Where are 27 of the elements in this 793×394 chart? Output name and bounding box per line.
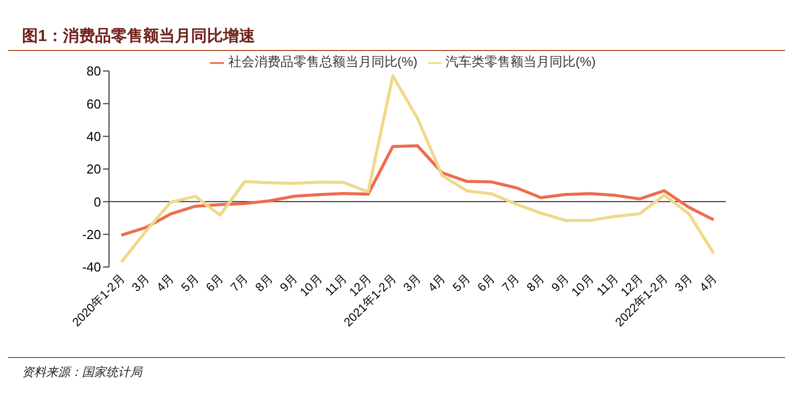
x-tick-label: 7月 <box>228 271 251 294</box>
y-tick-label: 20 <box>86 162 101 177</box>
y-tick-label: 40 <box>86 128 101 144</box>
x-tick-label: 11月 <box>322 271 350 298</box>
legend-label: 社会消费品零售总额当月同比(%) <box>228 54 418 69</box>
x-tick-label: 11月 <box>594 271 622 298</box>
x-tick-label: 8月 <box>524 271 548 294</box>
x-tick-label: 6月 <box>474 271 498 294</box>
x-tick-label: 5月 <box>450 271 473 294</box>
x-tick-label: 4月 <box>154 271 177 294</box>
x-tick-label: 3月 <box>400 271 424 294</box>
x-tick-label: 3月 <box>129 271 152 294</box>
chart-title: 图1：消费品零售额当月同比增速 <box>22 26 255 47</box>
y-tick-label: 0 <box>94 194 101 210</box>
x-tick-label: 3月 <box>672 271 696 294</box>
x-tick-label: 4月 <box>696 271 720 294</box>
x-tick-label: 6月 <box>203 271 226 294</box>
text: 资料来源：国家统计局 <box>22 364 144 381</box>
x-tick-label: 4月 <box>425 271 448 294</box>
x-tick-label: 7月 <box>499 271 522 294</box>
y-tick-label: -40 <box>82 260 101 275</box>
y-tick-label: -20 <box>82 226 101 242</box>
legend-label: 汽车类零售额当月同比(%) <box>446 54 596 69</box>
x-tick-label: 8月 <box>252 271 276 294</box>
y-tick-label: 60 <box>86 96 101 112</box>
x-tick-label: 5月 <box>178 271 202 294</box>
y-tick-label: 80 <box>86 64 101 79</box>
